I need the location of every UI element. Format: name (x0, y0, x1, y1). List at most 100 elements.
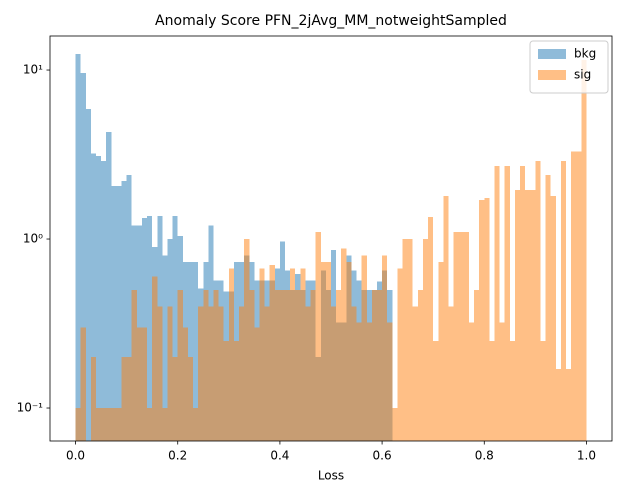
histogram-bar (540, 340, 546, 441)
histogram-bar (126, 174, 132, 441)
histogram-bar (530, 190, 536, 441)
histogram-bar (576, 151, 582, 441)
histogram-bar (172, 215, 178, 441)
histogram-bar (106, 131, 112, 442)
histogram-bar (80, 73, 86, 441)
histogram-bar (376, 289, 383, 441)
histogram-bar (428, 217, 434, 441)
y-tick-label: 10⁰ (23, 232, 43, 246)
histogram-bar (356, 322, 362, 441)
histogram-bar (290, 268, 296, 441)
plot-frame (49, 35, 613, 442)
histogram-bar (75, 54, 81, 441)
x-tick-label: 0.4 (270, 449, 289, 463)
histogram-bar (111, 408, 117, 441)
histogram-bar (218, 306, 224, 441)
histogram-bar (453, 232, 459, 441)
histogram-bar (417, 289, 423, 441)
x-tick-label: 1.0 (577, 449, 596, 463)
histogram-bar (341, 248, 347, 441)
histogram-bar (484, 197, 490, 441)
x-tick-label: 0.0 (66, 449, 85, 463)
histogram-bar (300, 268, 306, 441)
legend-box (529, 40, 609, 94)
legend-swatch (538, 49, 566, 59)
histogram-bar (499, 322, 505, 441)
histogram-bar (244, 239, 250, 441)
histogram-bar (228, 268, 234, 441)
histogram-bar (397, 268, 403, 441)
histogram-bar (402, 239, 408, 441)
histogram-bar (85, 108, 91, 442)
histogram-bar (479, 200, 485, 441)
histogram-bar (141, 327, 148, 441)
histogram-bar (162, 255, 168, 441)
histogram-bar (443, 195, 449, 441)
histogram-bar (177, 289, 183, 441)
histogram-bar (90, 153, 96, 441)
histogram-bar (448, 306, 454, 441)
histogram-bar (310, 289, 316, 441)
histogram-bar (254, 327, 260, 441)
legend-label: bkg (574, 47, 596, 61)
histogram-bar (504, 166, 510, 441)
histogram-bar (571, 151, 577, 441)
histogram-bar (285, 289, 291, 441)
histogram-bar (458, 232, 464, 441)
histogram-bar (489, 340, 495, 441)
histogram-bar (95, 155, 102, 442)
histogram-bar (315, 232, 321, 441)
histogram-bar (387, 322, 393, 441)
histogram-bar (101, 408, 107, 441)
histogram-bar (147, 215, 153, 441)
histogram-bar (336, 289, 342, 441)
histogram-bar (95, 408, 102, 441)
histogram-bar (90, 357, 96, 441)
histogram-bar (136, 327, 142, 441)
histogram-bar (101, 160, 107, 441)
histogram-bar (392, 408, 398, 441)
histogram-bar (325, 262, 331, 441)
histogram-bar (525, 190, 531, 441)
histogram-bar (152, 276, 158, 441)
histogram-bar (213, 289, 219, 441)
histogram-bar (121, 357, 127, 441)
histogram-bar (157, 306, 163, 441)
histogram-bar (438, 262, 444, 441)
legend: bkg sig (529, 40, 609, 94)
x-tick-label: 0.2 (168, 449, 187, 463)
histogram-bar (305, 306, 311, 441)
histogram-bar (407, 239, 413, 441)
histogram-bar (295, 289, 301, 441)
histogram-bar (566, 369, 572, 441)
x-tick-label: 0.8 (475, 449, 494, 463)
histogram-bar (581, 59, 587, 442)
histogram-bar (131, 289, 137, 441)
histogram-bar (249, 289, 255, 441)
histogram-bar (223, 340, 229, 441)
histogram-bar (468, 322, 475, 441)
histogram-bar (182, 327, 188, 441)
histogram-bar (535, 160, 541, 441)
histogram-bar (545, 174, 551, 441)
histogram-bar (346, 262, 352, 441)
histogram-bar (514, 190, 521, 441)
histogram-bar (111, 185, 117, 441)
histogram-bar (239, 306, 245, 441)
histogram-bar (433, 340, 439, 441)
histogram-bar (193, 408, 199, 441)
histogram-bar (172, 357, 178, 441)
histogram-bar (187, 262, 194, 441)
histogram-bar (80, 327, 86, 441)
histogram-bar (75, 408, 81, 441)
histogram-bar (555, 369, 561, 441)
histogram-bar (198, 306, 204, 441)
histogram-bar (259, 268, 265, 441)
histogram-bar (167, 306, 173, 441)
legend-swatch (538, 70, 566, 80)
histogram-bar (203, 289, 209, 441)
histogram-bar (366, 322, 372, 441)
histogram-bar (361, 255, 367, 441)
histogram-bar (463, 232, 469, 441)
